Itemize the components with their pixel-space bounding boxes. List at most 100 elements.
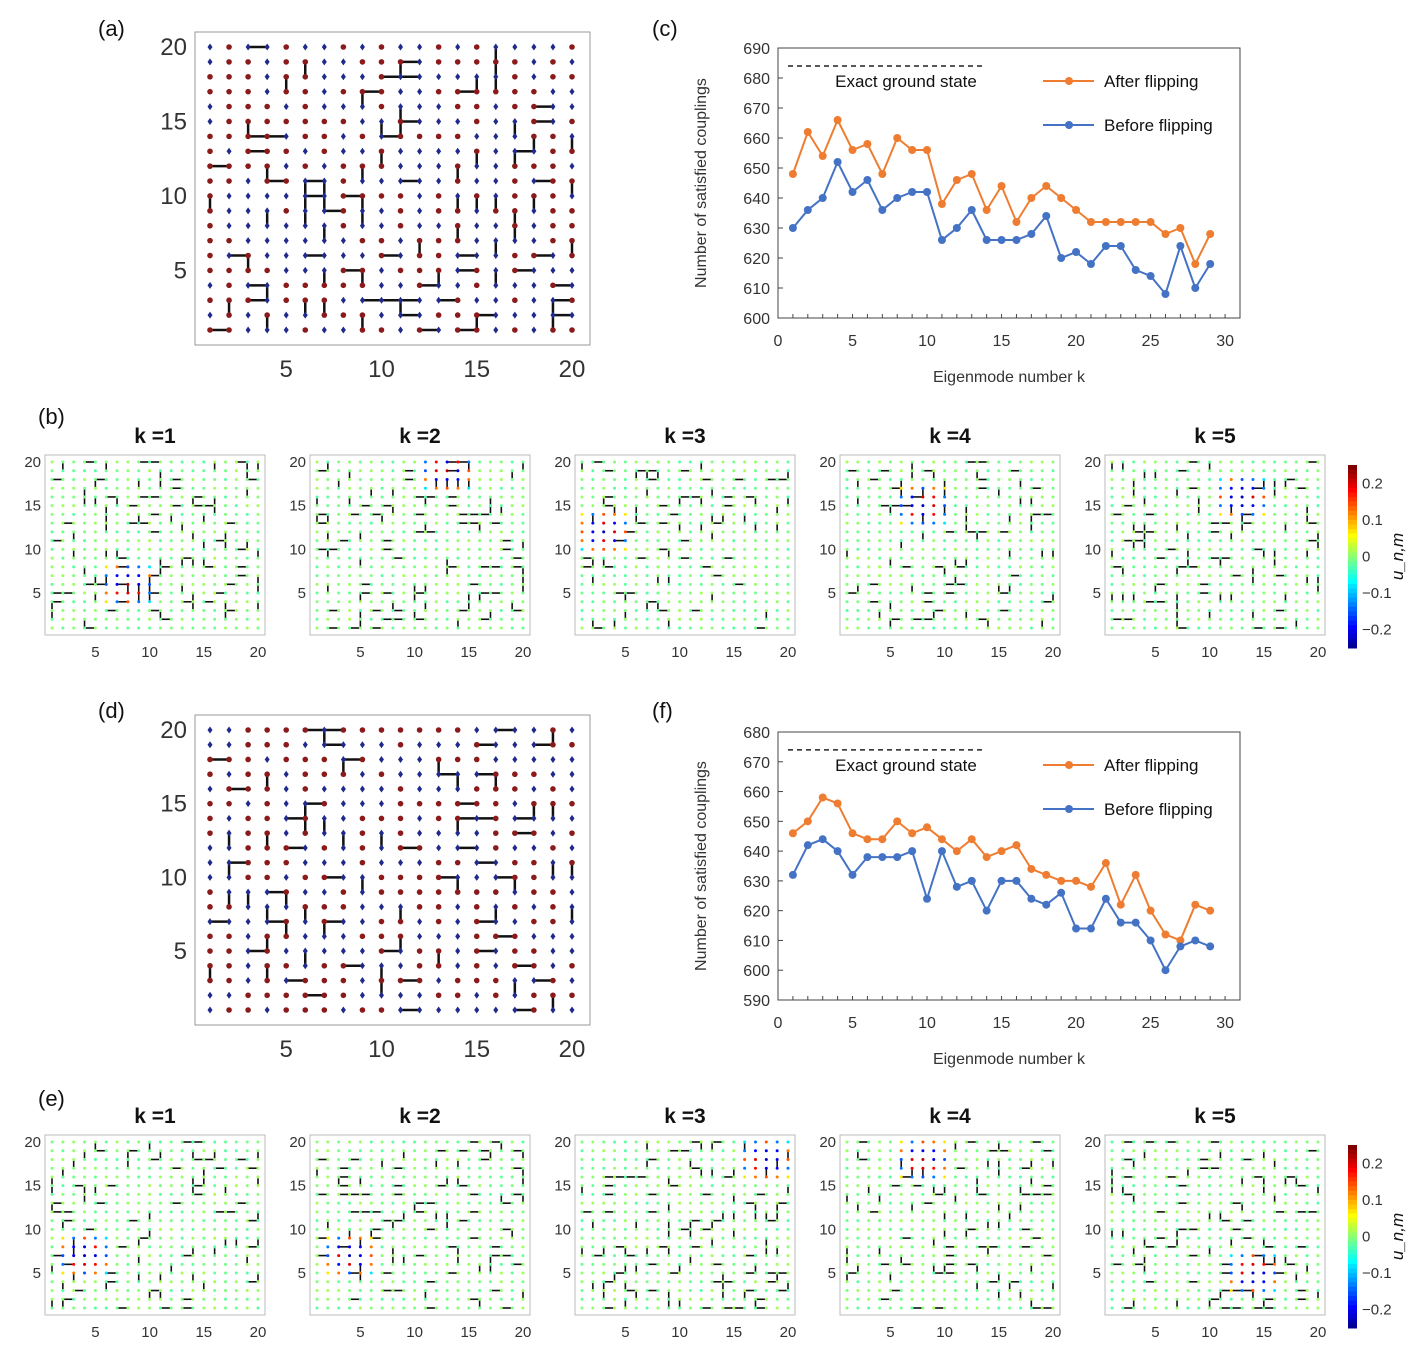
site-amplitude [50,1210,54,1214]
site-amplitude [521,1210,525,1214]
spin-down [398,859,404,867]
data-point [1206,906,1215,915]
site-amplitude [358,609,362,613]
site-amplitude [456,1157,460,1161]
site-amplitude [115,1297,119,1301]
site-amplitude [445,1262,449,1266]
site-amplitude [148,1289,152,1293]
site-amplitude [83,556,87,560]
x-tick-label: 20 [250,644,267,661]
site-amplitude [764,547,768,551]
site-amplitude [369,600,373,604]
site-amplitude [1143,521,1147,525]
site-amplitude [434,1201,438,1205]
site-amplitude [413,1201,417,1205]
spin-down [245,43,251,51]
spin-up [550,918,556,925]
site-amplitude [169,477,173,481]
site-amplitude [1218,495,1222,499]
site-amplitude [413,460,417,464]
site-amplitude [445,530,449,534]
site-amplitude [667,565,671,569]
site-amplitude [169,1306,173,1310]
site-amplitude [623,539,627,543]
site-amplitude [126,591,130,595]
site-amplitude [591,565,595,569]
site-amplitude [115,512,119,516]
site-amplitude [126,617,130,621]
site-amplitude [1197,512,1201,516]
site-amplitude [1208,600,1212,604]
site-amplitude [348,530,352,534]
site-amplitude [932,582,936,586]
site-amplitude [775,582,779,586]
site-amplitude [137,582,141,586]
spin-down [226,873,232,881]
site-amplitude [1273,469,1277,473]
spin-down [417,207,423,215]
spin-up [321,977,328,984]
site-amplitude [72,1192,76,1196]
spin-down [455,844,461,852]
site-amplitude [1110,504,1114,508]
site-amplitude [1164,486,1168,490]
x-tick-label: 10 [406,644,423,661]
site-amplitude [488,1227,492,1231]
site-amplitude [158,539,162,543]
site-amplitude [986,512,990,516]
site-amplitude [521,1297,525,1301]
site-amplitude [467,1166,471,1170]
spin-up [397,133,404,140]
site-amplitude [899,617,903,621]
spin-up [512,859,518,866]
site-amplitude [910,530,914,534]
spin-down [417,918,423,926]
site-amplitude [580,486,584,490]
spin-down [207,43,213,51]
x-tick-label: 30 [1216,1015,1234,1032]
site-amplitude [753,617,757,621]
site-amplitude [732,504,736,508]
site-amplitude [93,1245,97,1249]
site-amplitude [180,617,184,621]
site-amplitude [326,1297,330,1301]
site-amplitude [380,600,384,604]
y-tick-label: 690 [743,41,770,58]
site-amplitude [1208,582,1212,586]
data-point [1176,224,1185,232]
site-amplitude [888,556,892,560]
site-amplitude [488,512,492,516]
site-amplitude [413,1297,417,1301]
spin-up [569,222,575,229]
spin-up [245,118,251,125]
site-amplitude [986,504,990,508]
site-amplitude [402,1184,406,1188]
site-amplitude [326,1175,330,1179]
spin-down [569,132,575,140]
site-amplitude [1132,565,1136,569]
site-amplitude [169,600,173,604]
site-amplitude [591,521,595,525]
site-amplitude [899,521,903,525]
site-amplitude [634,547,638,551]
site-amplitude [93,1140,97,1144]
spin-down [398,103,404,111]
site-amplitude [943,547,947,551]
site-amplitude [910,565,914,569]
site-amplitude [137,1227,141,1231]
site-amplitude [434,469,438,473]
spin-up [512,103,518,110]
site-amplitude [910,521,914,525]
site-amplitude [191,1149,195,1153]
site-amplitude [899,547,903,551]
site-amplitude [148,530,152,534]
site-amplitude [521,530,525,534]
site-amplitude [326,547,330,551]
spin-down [512,311,518,319]
site-amplitude [1164,547,1168,551]
data-point [967,835,976,844]
site-amplitude [1051,582,1055,586]
spin-down [359,947,365,955]
site-amplitude [402,521,406,525]
site-amplitude [499,504,503,508]
